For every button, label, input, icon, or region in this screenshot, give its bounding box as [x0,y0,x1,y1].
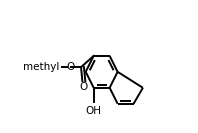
Text: O: O [66,61,74,72]
Text: OH: OH [86,106,102,116]
Text: methyl: methyl [23,61,60,72]
Text: O: O [80,82,88,92]
